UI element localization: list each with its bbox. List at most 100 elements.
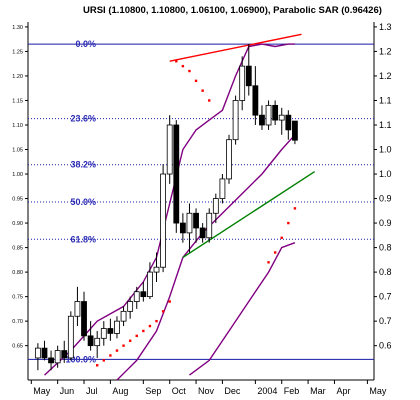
x-tick-label: Feb: [284, 386, 300, 396]
x-tick-label: Mar: [310, 386, 326, 396]
right-tick-label: 1.0: [379, 145, 392, 155]
fib-level-label: 0.0%: [75, 39, 96, 49]
fib-level-label: 23.6%: [70, 114, 96, 124]
left-tick-label: 0.85: [12, 246, 23, 252]
x-tick-label: Oct: [172, 386, 187, 396]
right-tick-label: 0.7: [379, 292, 392, 302]
candle-body: [265, 104, 272, 126]
sar-dot: [208, 99, 211, 102]
right-tick-label: 0.7: [379, 316, 392, 326]
candle-body: [252, 85, 259, 116]
right-tick-label: 1.1: [379, 95, 392, 105]
sar-dot: [273, 251, 277, 254]
candle-body: [81, 301, 87, 337]
candle-body: [292, 120, 298, 141]
candle-body: [245, 65, 252, 87]
left-tick-label: 1.05: [12, 148, 23, 154]
x-tick-label: Aug: [112, 386, 128, 396]
right-tick-label: 1.2: [379, 46, 392, 56]
right-tick-label: 1.0: [379, 169, 392, 179]
candle-body: [100, 328, 107, 339]
x-tick-label: Apr: [336, 386, 350, 396]
fib-level-label: 38.2%: [70, 160, 96, 170]
fib-level-label: 100.0%: [65, 354, 96, 364]
candle-body: [127, 301, 134, 312]
x-tick-label: May: [33, 386, 51, 396]
right-tick-label: 0.6: [379, 341, 392, 351]
candle-body: [160, 173, 167, 268]
left-tick-label: 1.00: [12, 172, 23, 178]
left-tick-label: 0.95: [12, 197, 23, 203]
x-tick-label: May: [369, 386, 387, 396]
candle-body: [133, 291, 140, 302]
x-tick-label: Sep: [145, 386, 161, 396]
candle-body: [173, 124, 180, 224]
fibonacci-levels: 0.0% 23.6% 38.2% 50.0% 61.8% 100.0%: [28, 39, 374, 364]
candlesticks: [34, 44, 298, 371]
sar-dot: [115, 349, 119, 352]
candle-body: [54, 350, 61, 364]
candle-body: [48, 357, 54, 364]
right-tick-label: 1.2: [379, 71, 392, 81]
fib-level-label: 61.8%: [70, 234, 96, 244]
left-tick-label: 1.15: [12, 98, 23, 104]
left-tick-label: 0.90: [12, 221, 23, 227]
candle-body: [199, 227, 206, 239]
candle-body: [186, 212, 193, 234]
sar-dot: [181, 64, 185, 68]
candle-body: [41, 347, 48, 359]
left-tick-label: 1.25: [12, 49, 23, 55]
trendline-top-line: [169, 33, 302, 62]
left-tick-label: 0.70: [12, 319, 23, 325]
axes: 1.30 1.3 1.25 1.2 1.20 1.2 1.15 1.1 1.10 1.1 1.05 1…: [12, 22, 391, 396]
trendline-support-line: [182, 171, 316, 258]
x-tick-label: 2004: [257, 386, 277, 396]
band-mid-line: [116, 134, 296, 381]
candle-body: [212, 198, 219, 214]
right-tick-label: 1.3: [379, 22, 392, 32]
sar-dot: [201, 89, 204, 92]
candle-body: [74, 301, 81, 317]
candle-body: [166, 124, 173, 175]
candle-body: [193, 212, 199, 229]
sar-dot: [102, 359, 105, 362]
sar-dot: [194, 79, 198, 83]
candle-body: [179, 222, 186, 234]
sar-dot: [135, 334, 138, 338]
sar-dot: [280, 236, 283, 239]
candle-body: [61, 350, 68, 359]
sar-dot: [142, 329, 145, 333]
sar-dot: [287, 221, 290, 225]
candle-body: [272, 104, 279, 121]
left-tick-label: 1.10: [12, 123, 23, 129]
x-tick-label: Dec: [224, 386, 241, 396]
left-tick-label: 0.80: [12, 270, 23, 276]
candle-body: [94, 337, 101, 347]
x-tick-label: Jun: [60, 386, 75, 396]
candle-body: [34, 347, 41, 359]
left-tick-label: 1.20: [12, 74, 23, 80]
candle-body: [226, 139, 232, 180]
candle-body: [239, 65, 246, 101]
fib-level-label: 50.0%: [70, 197, 96, 207]
sar-dot: [155, 319, 158, 323]
sar-dot: [267, 261, 270, 264]
sar-dot: [175, 60, 178, 63]
x-tick-label: Jul: [86, 386, 98, 396]
sar-dot: [109, 354, 112, 357]
candle-body: [140, 291, 147, 298]
sar-dot: [293, 207, 297, 210]
left-tick-label: 1.30: [12, 25, 23, 31]
left-tick-label: 0.65: [12, 344, 23, 350]
sar-dot: [148, 324, 152, 328]
right-tick-label: 1.1: [379, 120, 392, 130]
candle-body: [114, 320, 120, 334]
right-tick-label: 0.9: [379, 194, 392, 204]
candle-body: [219, 178, 226, 199]
candle-body: [87, 335, 94, 347]
candle-body: [285, 114, 292, 131]
candle-body: [67, 315, 74, 359]
sar-dot: [188, 69, 191, 73]
indicator-series: [44, 33, 316, 381]
candle-body: [147, 271, 153, 298]
